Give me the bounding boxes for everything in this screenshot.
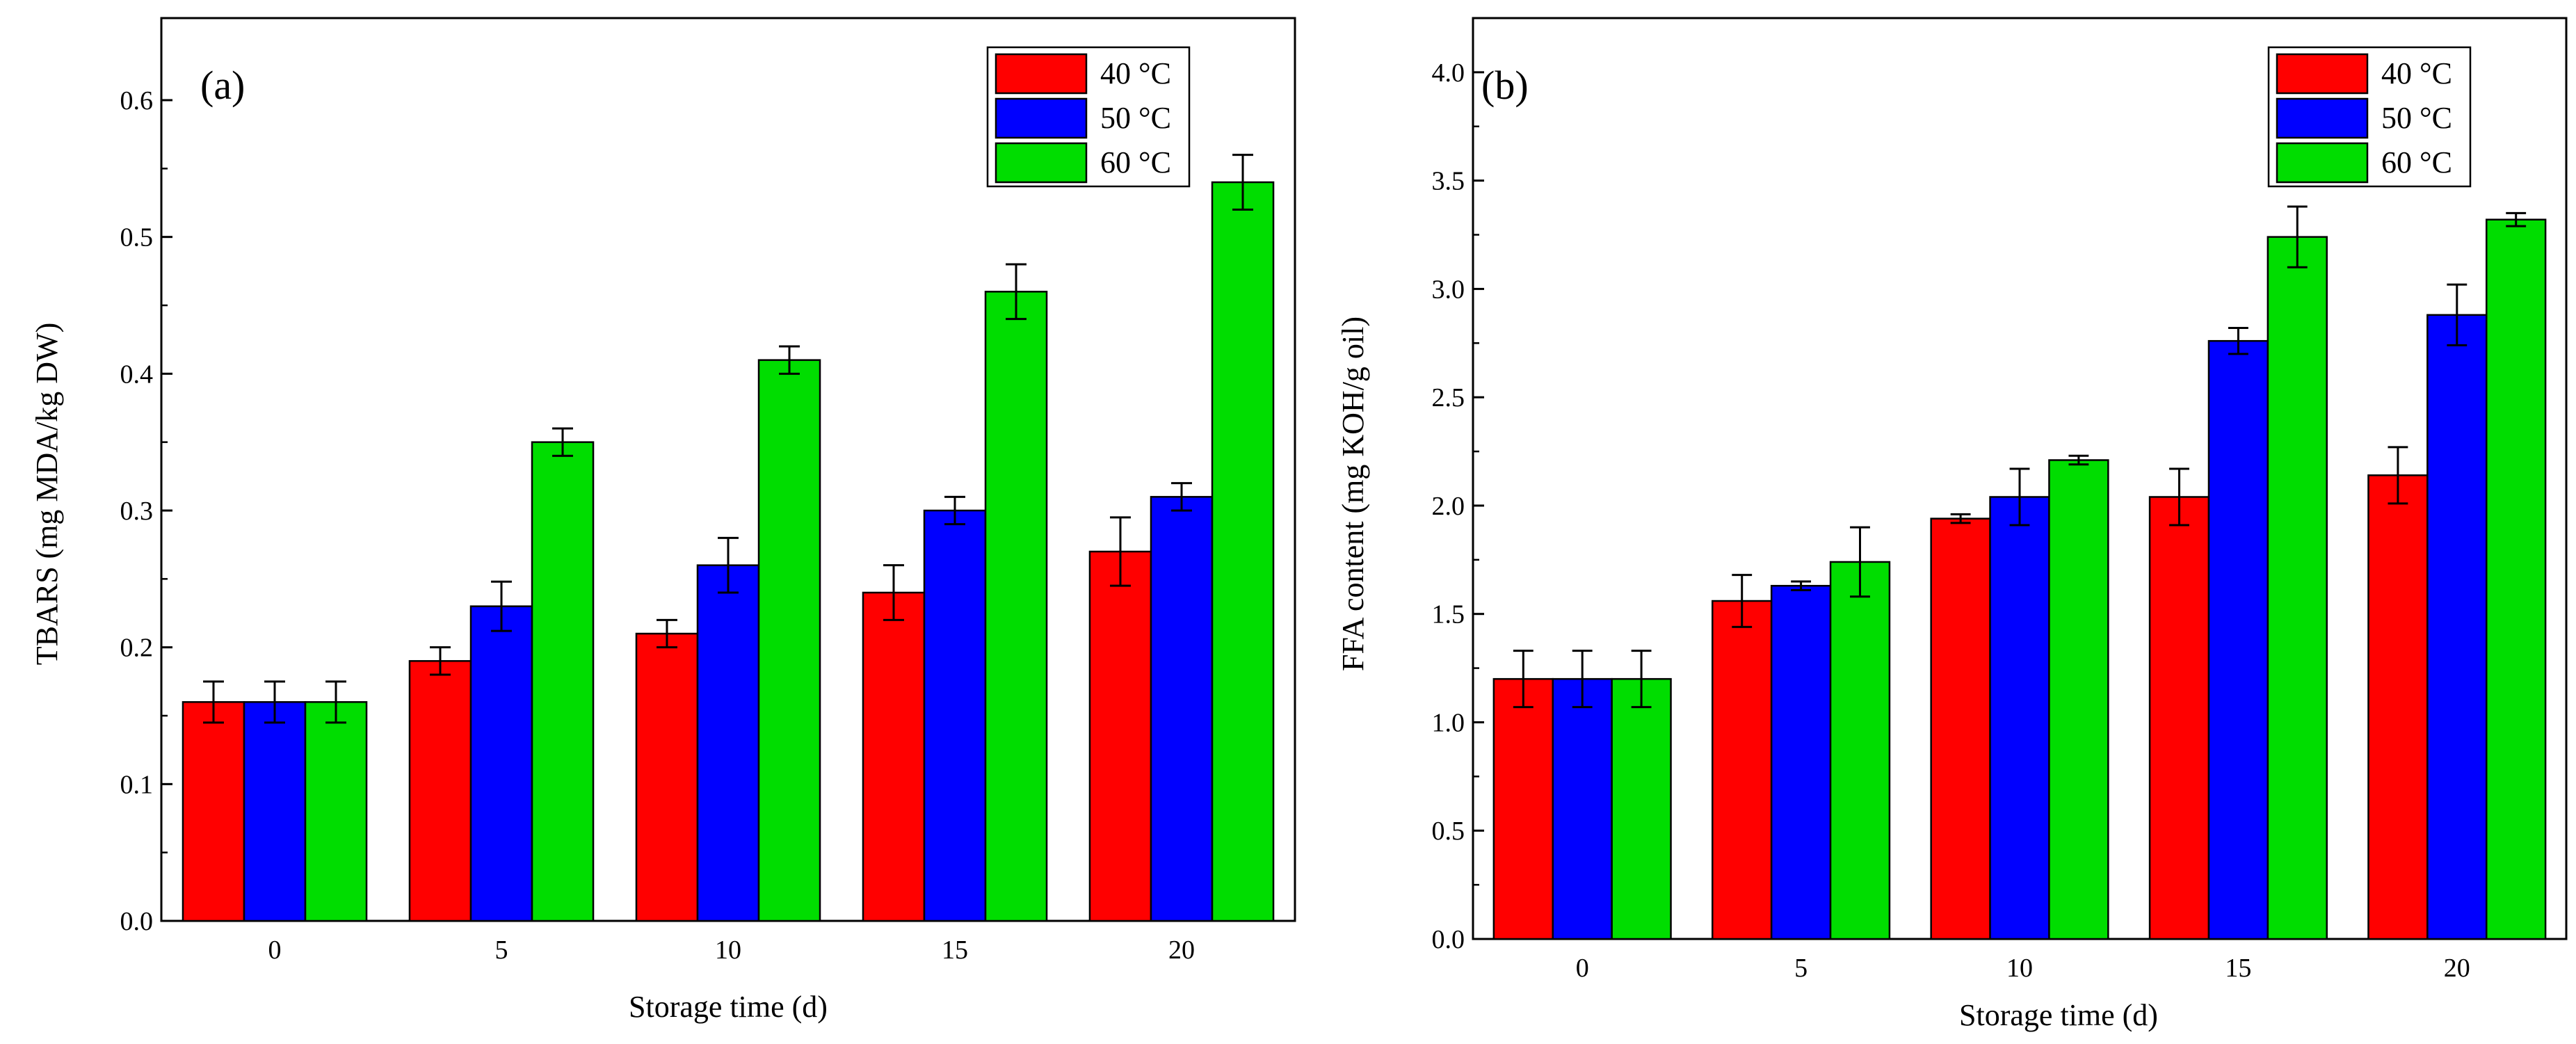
legend-label-50c: 50 °C [2381,101,2452,135]
bar [182,701,245,922]
x-tick-label: 5 [495,935,508,965]
legend-swatch [2276,53,2369,95]
y-tick-label: 4.0 [1432,58,1465,88]
bar [2148,496,2210,940]
bar [1829,561,1891,940]
bar [1770,584,1832,940]
x-axis-title: Storage time (d) [1959,998,2158,1032]
legend-label-40c: 40 °C [1100,56,1171,90]
bar [2267,236,2328,940]
y-tick-label: 0.2 [120,634,154,663]
legend-swatch [995,97,1088,139]
bar [1611,677,1672,940]
x-tick-label: 20 [2444,954,2470,983]
bar [1552,677,1613,940]
y-tick-label: 1.5 [1432,600,1465,629]
bar [1989,496,2050,940]
bar [243,701,307,922]
x-tick-label: 20 [1168,935,1195,965]
x-tick-label: 10 [2006,954,2033,983]
y-tick-label: 1.0 [1432,708,1465,737]
bar [757,359,821,922]
y-axis-title: FFA content (mg KOH/g oil) [1336,316,1370,671]
legend-swatch [2276,142,2369,184]
bar [696,564,760,922]
bar [984,291,1048,922]
x-tick-label: 10 [715,935,741,965]
y-tick-label: 2.5 [1432,383,1465,412]
bar [635,632,699,922]
y-tick-label: 0.5 [120,223,154,252]
y-tick-label: 0.0 [1432,925,1465,954]
x-tick-label: 15 [2225,954,2251,983]
y-tick-label: 0.1 [120,770,154,799]
bar [1150,496,1214,922]
legend-label-50c: 50 °C [1100,101,1171,135]
bar [531,441,595,922]
legend-label-40c: 40 °C [2381,56,2452,90]
legend-swatch [2276,97,2369,139]
bar [304,701,368,922]
bar [1211,181,1275,922]
y-tick-label: 0.3 [120,497,154,526]
legend-label-60c: 60 °C [1100,145,1171,179]
bar [2207,339,2269,940]
x-tick-label: 15 [942,935,968,965]
y-tick-label: 2.0 [1432,492,1465,521]
x-tick-label: 0 [268,935,282,965]
panel-label: (b) [1481,63,1529,108]
legend-label-60c: 60 °C [2381,145,2452,179]
legend: 40 °C 50 °C 60 °C [986,46,1191,188]
bar [1712,600,1773,940]
y-tick-label: 3.5 [1432,167,1465,196]
y-tick-label: 3.0 [1432,275,1465,304]
bar [469,605,533,922]
bar [1492,677,1554,940]
bar [1930,517,1991,940]
bar [923,509,987,922]
panel-a: (a) Storage time (d) TBARS (mg MDA/kg DW… [30,17,1296,1024]
bar [862,591,926,922]
bar [1088,550,1152,922]
bar [2485,218,2547,940]
bar [2367,474,2429,940]
panel-b: (b) Storage time (d) FFA content (mg KOH… [1336,17,2568,1032]
bar [408,660,472,922]
y-tick-label: 0.6 [120,86,154,115]
bar [2048,459,2109,940]
legend-swatch [995,53,1088,95]
legend: 40 °C 50 °C 60 °C [2267,46,2472,188]
y-tick-label: 0.0 [120,907,154,936]
y-axis-title: TBARS (mg MDA/kg DW) [30,323,64,666]
panel-label: (a) [200,63,245,108]
bar [2426,314,2488,940]
legend-swatch [995,142,1088,184]
x-tick-label: 5 [1794,954,1808,983]
x-tick-label: 0 [1576,954,1589,983]
x-axis-title: Storage time (d) [629,990,828,1024]
y-tick-label: 0.4 [120,360,154,389]
y-tick-label: 0.5 [1432,817,1465,846]
